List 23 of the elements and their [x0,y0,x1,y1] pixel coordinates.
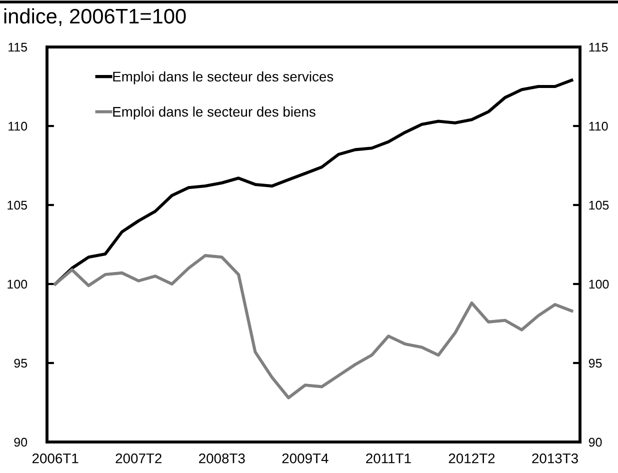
x-tick-label: 2011T1 [366,453,411,464]
y2-tick-label: 95 [588,358,602,368]
x-tick-label: 2012T2 [448,453,495,464]
y2-tick-label: 100 [589,280,609,289]
y2-tick-label: 105 [589,200,609,210]
y-tick-label: 115 [8,42,28,52]
y-tick-label: 90 [14,438,28,447]
y-tick-label: 105 [8,200,28,210]
x-tick-label: 2007T2 [116,453,162,464]
y-tick-label: 95 [14,358,28,368]
legend-label: Emploi dans le secteur des biens [113,106,316,120]
y2-tick-label: 115 [589,42,608,52]
x-tick-label: 2008T3 [199,453,245,464]
legend-label: Emploi dans le secteur des services [113,71,334,84]
line-series [54,254,574,400]
x-tick-label: 2006T1 [32,453,78,464]
y-tick-label: 100 [8,280,28,289]
y2-tick-label: 90 [588,438,602,447]
x-tick-label: 2013T3 [532,453,578,464]
x-tick-label: 2009T4 [282,453,328,464]
y2-tick-label: 110 [589,122,608,131]
chart-title: indice, 2006T1=100 [4,8,186,26]
y-tick-label: 110 [8,122,28,131]
